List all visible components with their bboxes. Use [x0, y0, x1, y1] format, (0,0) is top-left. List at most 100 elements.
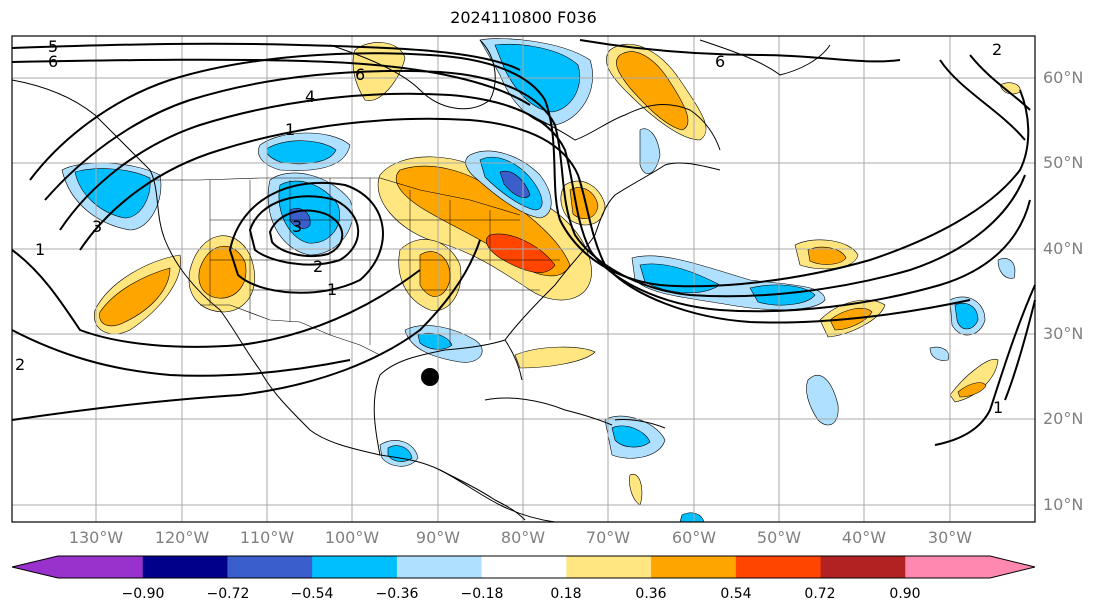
lat-label: 40°N: [1043, 239, 1084, 258]
map-frame: [11, 35, 1036, 523]
hispaniola: [614, 419, 666, 429]
lon-label: 110°W: [239, 528, 295, 547]
colorbar-outline: [11, 555, 1036, 579]
contour-line: [268, 209, 344, 258]
contour-line: [11, 329, 351, 377]
colorbar-segment: [58, 556, 144, 578]
us-mexico-border: [200, 304, 381, 356]
colorbar: [11, 555, 1036, 579]
negative-anomaly-region: [806, 375, 839, 426]
colorbar-segment: [566, 556, 652, 578]
negative-anomaly-region: [929, 346, 950, 361]
positive-anomaly-region: [807, 246, 847, 265]
contour-line: [939, 59, 1026, 141]
contour-label: 6: [715, 52, 725, 71]
colorbar-segment: [142, 556, 228, 578]
contours: [11, 39, 1036, 446]
contour-label: 3: [292, 217, 302, 236]
colorbar-tick-label: 0.72: [804, 586, 836, 602]
location-marker: [421, 368, 439, 386]
map-panel: 5 6 6 6 1 4 3 2 1 2 3 1 1 2: [11, 35, 1036, 523]
positive-anomaly-region: [514, 346, 596, 369]
canada-coast: [519, 104, 721, 151]
contour-line: [11, 249, 421, 348]
colorbar-segment: [312, 556, 398, 578]
east-coast: [504, 162, 721, 341]
colorbar-segment: [651, 556, 737, 578]
lat-label: 50°N: [1043, 153, 1084, 172]
state-borders: [209, 178, 560, 345]
contour-label: 3: [92, 217, 102, 236]
colorbar-segment: [735, 556, 822, 578]
cuba: [484, 397, 613, 426]
contour-line: [11, 58, 531, 106]
contour-label: 2: [15, 355, 25, 374]
contour-line: [79, 117, 971, 324]
colorbar-tick-label: −0.72: [206, 586, 250, 602]
negative-anomaly-region: [639, 128, 661, 174]
us-canada-border: [155, 177, 521, 216]
colorbar-segment: [396, 556, 483, 578]
central-america: [439, 469, 526, 521]
lon-label: 130°W: [68, 528, 124, 547]
colorbar-segment: [481, 556, 567, 578]
negative-anomaly-region: [749, 284, 816, 306]
lon-label: 90°W: [415, 528, 461, 547]
shaded-fields: [61, 38, 1021, 523]
colorbar-tick-label: 0.54: [720, 586, 752, 602]
colorbar-tick-label: −0.90: [121, 586, 165, 602]
lat-label: 30°N: [1043, 324, 1084, 343]
colorbar-tick-label: 0.18: [550, 586, 582, 602]
gulf-coast: [373, 339, 523, 456]
negative-anomaly-region: [289, 208, 311, 229]
positive-anomaly-region: [99, 267, 171, 327]
lon-label: 80°W: [500, 528, 546, 547]
colorbar-extend-max: [990, 556, 1035, 578]
contour-line: [228, 181, 384, 294]
contour-line: [11, 239, 481, 421]
colorbar-tick-label: −0.18: [460, 586, 504, 602]
contour-line: [969, 54, 1031, 111]
lon-label: 60°W: [671, 528, 717, 547]
contour-label: 1: [993, 398, 1003, 417]
lat-label: 60°N: [1043, 68, 1084, 87]
lon-label: 30°W: [927, 528, 973, 547]
contour-label: 6: [48, 52, 58, 71]
colorbar-tick-label: 0.36: [635, 586, 667, 602]
map-title: 2024110800 F036: [450, 8, 597, 27]
contour-line: [44, 69, 1026, 298]
contour-line: [11, 42, 521, 71]
negative-anomaly-region: [611, 425, 651, 448]
contour-line: [934, 284, 1036, 446]
negative-anomaly-region: [954, 302, 979, 330]
positive-anomaly-region: [957, 382, 987, 398]
positive-anomaly-region: [198, 245, 247, 299]
negative-anomaly-region: [74, 168, 151, 219]
colorbar-segment: [905, 556, 991, 578]
negative-anomaly-region: [997, 258, 1016, 279]
contour-label: 1: [327, 280, 337, 299]
colorbar-segment: [227, 556, 313, 578]
lon-label: 50°W: [756, 528, 802, 547]
lon-label: 120°W: [154, 528, 210, 547]
contour-labels: 5 6 6 6 1 4 3 2 1 2 3 1 1 2: [15, 37, 1003, 417]
hudson-bay: [329, 39, 496, 110]
lon-label: 40°W: [841, 528, 887, 547]
colorbar-tick-label: 0.90: [889, 586, 921, 602]
negative-anomaly-region: [266, 140, 337, 165]
colorbar-tick-label: −0.54: [290, 586, 334, 602]
colorbar-tick-label: −0.36: [375, 586, 419, 602]
contour-label: 1: [285, 120, 295, 139]
contour-label: 5: [48, 37, 58, 56]
contour-line: [248, 195, 360, 266]
contour-line: [29, 52, 1030, 288]
contour-line: [579, 39, 901, 63]
negative-anomaly-region: [417, 332, 453, 350]
contour-label: 2: [992, 40, 1002, 59]
contour-label: 2: [313, 257, 323, 276]
lon-label: 100°W: [324, 528, 380, 547]
lat-label: 20°N: [1043, 409, 1084, 428]
colorbar-segment: [820, 556, 906, 578]
colorbar-extend-min: [12, 556, 58, 578]
